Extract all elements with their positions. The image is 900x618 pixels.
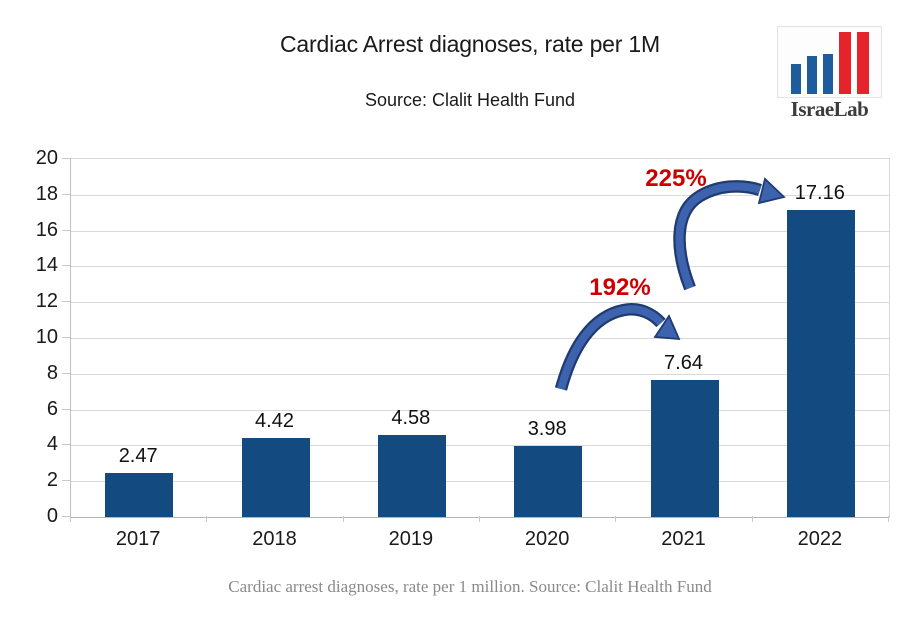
growth-label-225: 225% <box>645 165 707 192</box>
bar-2018 <box>241 437 310 517</box>
caption: Cardiac arrest diagnoses, rate per 1 mil… <box>228 577 712 596</box>
x-axis-label: 2019 <box>388 528 434 550</box>
bar-value-label: 7.64 <box>664 352 703 375</box>
x-axis-tick <box>615 516 617 522</box>
x-axis-label: 2022 <box>797 528 843 550</box>
x-axis-tick <box>206 516 208 522</box>
x-axis-label: 2017 <box>115 528 161 550</box>
chart-title: Cardiac Arrest diagnoses, rate per 1M <box>280 31 660 57</box>
bar-2017 <box>105 472 174 517</box>
bar-value-label: 17.16 <box>794 181 845 204</box>
gridline <box>71 302 889 304</box>
y-axis-tick <box>62 480 70 482</box>
gridline <box>71 230 889 232</box>
plot-area <box>70 158 890 518</box>
y-axis-tick <box>62 229 70 231</box>
gridline <box>71 338 889 339</box>
gridline <box>71 481 889 483</box>
y-axis-tick <box>62 516 70 517</box>
y-axis-label: 6 <box>46 397 58 420</box>
x-axis-label: 2020 <box>524 528 570 550</box>
gridline <box>71 445 889 447</box>
x-axis-tick <box>751 516 753 522</box>
y-axis-tick <box>62 265 70 267</box>
gridline <box>71 409 889 411</box>
bar-2021 <box>650 380 719 517</box>
bar-2020 <box>514 445 583 517</box>
bar-2019 <box>377 435 446 517</box>
logo-bar-blue <box>822 54 833 94</box>
gridline <box>71 373 889 375</box>
y-axis-label: 8 <box>46 361 58 384</box>
logo-bar-blue <box>790 64 801 94</box>
y-axis-label: 14 <box>35 254 58 277</box>
y-axis-tick <box>62 193 70 195</box>
israelab-logo <box>777 26 882 98</box>
y-axis-tick <box>62 408 70 410</box>
chart-subtitle: Source: Clalit Health Fund <box>364 90 576 110</box>
x-axis-tick <box>888 516 889 522</box>
logo-bar-red <box>838 32 851 94</box>
bar-value-label: 4.42 <box>255 409 294 432</box>
y-axis-label: 18 <box>35 182 58 205</box>
y-axis-tick <box>62 301 70 303</box>
x-axis-label: 2021 <box>661 528 706 550</box>
logo-bars-icon <box>790 32 869 94</box>
logo-bar-red <box>856 32 869 94</box>
y-axis-tick <box>62 444 70 446</box>
y-axis-label: 0 <box>46 505 58 527</box>
bar-value-label: 4.58 <box>391 407 431 430</box>
gridline <box>71 194 889 196</box>
y-axis-label: 4 <box>46 433 58 456</box>
bar-2022 <box>786 209 855 517</box>
gridline <box>71 266 889 268</box>
y-axis-label: 16 <box>35 218 58 241</box>
y-axis-tick <box>62 158 70 159</box>
y-axis-label: 2 <box>46 469 58 492</box>
y-axis-label: 10 <box>35 326 58 348</box>
logo-bar-blue <box>806 56 817 94</box>
bar-value-label: 2.47 <box>118 444 158 467</box>
y-axis-label: 20 <box>35 147 58 169</box>
x-axis-tick <box>479 516 480 522</box>
y-axis-label: 12 <box>35 290 58 313</box>
x-axis-tick <box>70 516 71 522</box>
logo-text: IsraeLab <box>790 97 869 121</box>
bar-value-label: 3.98 <box>527 417 567 440</box>
y-axis-tick <box>62 337 70 338</box>
growth-label-192: 192% <box>589 274 651 301</box>
x-axis-label: 2018 <box>252 528 297 550</box>
x-axis-tick <box>342 516 344 522</box>
y-axis-tick <box>62 372 70 374</box>
